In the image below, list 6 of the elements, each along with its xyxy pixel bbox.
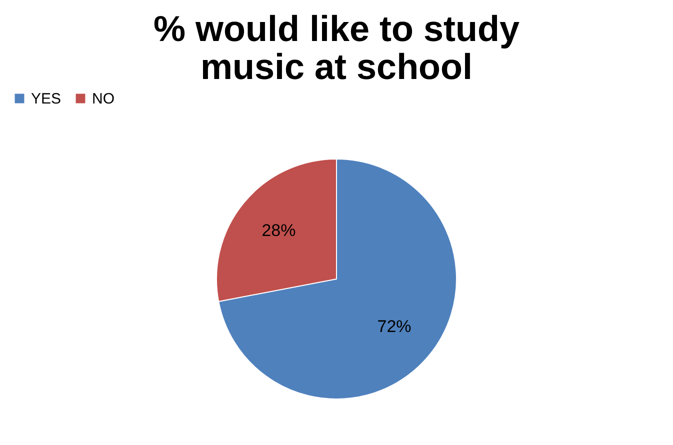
data-label: 28% <box>262 221 296 240</box>
legend-label: YES <box>31 90 62 108</box>
pie-slice <box>218 158 457 400</box>
data-label: 72% <box>377 316 412 336</box>
legend-label: NO <box>92 90 114 108</box>
chart-title: % would like to study music at school <box>153 8 520 87</box>
